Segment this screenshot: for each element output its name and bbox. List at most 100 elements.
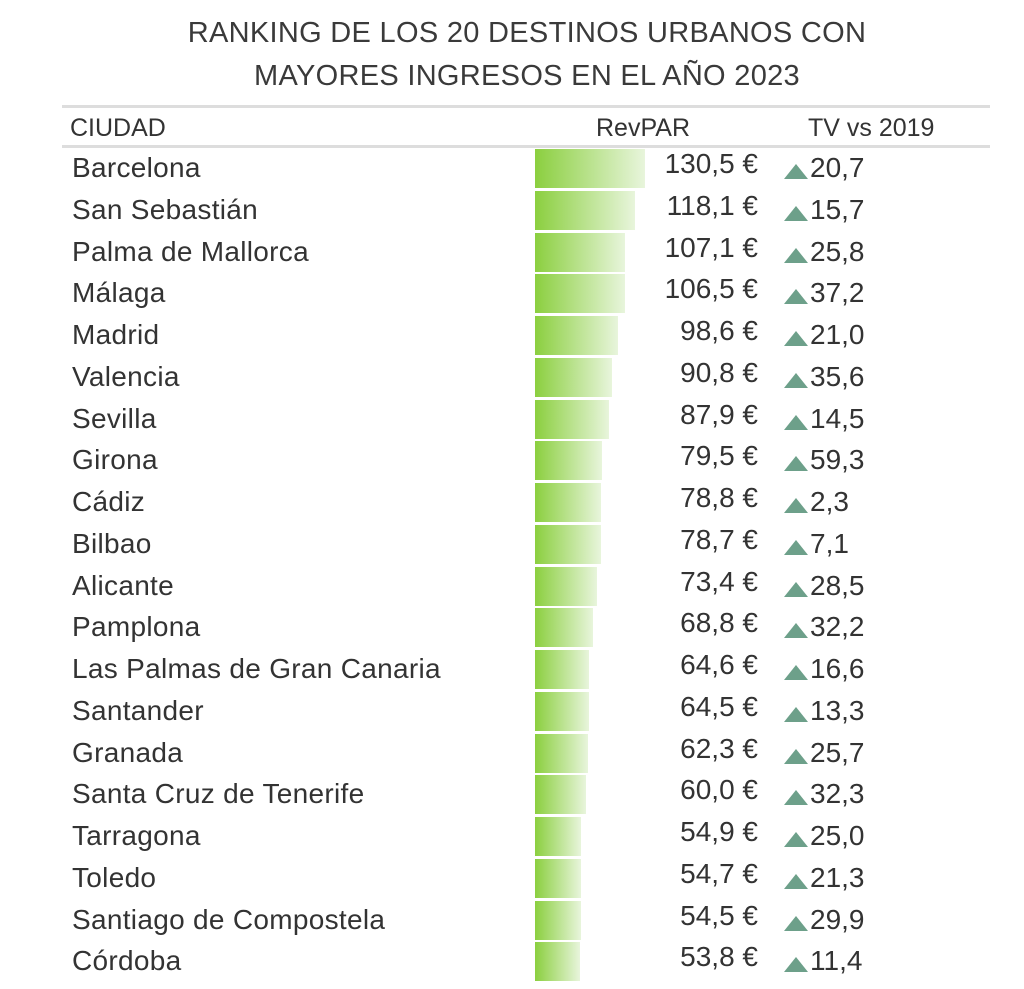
city-name: Las Palmas de Gran Canaria	[72, 653, 441, 684]
revpar-value: 78,7 €	[680, 523, 758, 555]
ranking-table: Barcelona 130,5 € 20,7 San Sebastián 118…	[0, 148, 1024, 983]
up-triangle-icon	[784, 623, 808, 639]
header-top-divider	[62, 105, 990, 108]
revpar-bar	[535, 232, 626, 272]
up-triangle-icon	[784, 247, 808, 263]
tv-value: 32,3	[810, 778, 865, 810]
revpar-bar	[535, 149, 645, 188]
revpar-bar	[535, 274, 625, 314]
city-name: San Sebastián	[72, 193, 259, 225]
revpar-bar	[535, 608, 593, 648]
city-name: Cádiz	[72, 486, 146, 517]
up-triangle-icon	[784, 205, 808, 221]
tv-value: 13,3	[810, 694, 865, 726]
header-city: CIUDAD	[70, 114, 166, 142]
up-triangle-icon	[784, 790, 808, 806]
revpar-bar	[535, 858, 582, 898]
header-revpar: RevPAR	[596, 114, 691, 142]
table-row: Pamplona 68,8 € 32,2	[0, 607, 1024, 649]
table-row: Madrid 98,6 € 21,0	[0, 315, 1024, 357]
table-row: Sevilla 87,9 € 14,5	[0, 399, 1024, 441]
revpar-value: 60,0 €	[680, 774, 758, 806]
revpar-value: 54,5 €	[680, 899, 758, 931]
revpar-bar	[535, 190, 635, 230]
header-bottom-divider	[62, 145, 990, 148]
table-row: Santiago de Compostela 54,5 € 29,9	[0, 900, 1024, 942]
table-row: Girona 79,5 € 59,3	[0, 440, 1024, 482]
city-name: Pamplona	[72, 611, 201, 643]
tv-value: 29,9	[810, 903, 865, 935]
title-line-1: RANKING DE LOS 20 DESTINOS URBANOS CON	[187, 17, 867, 49]
city-name: Santander	[72, 694, 204, 726]
revpar-bar	[535, 399, 610, 439]
revpar-value: 107,1 €	[664, 231, 758, 263]
up-triangle-icon	[784, 289, 808, 305]
header-tv: TV vs 2019	[808, 114, 935, 142]
revpar-value: 54,9 €	[680, 816, 758, 847]
tv-value: 21,3	[810, 861, 865, 893]
table-row: Tarragona 54,9 € 25,0	[0, 816, 1024, 858]
tv-value: 28,5	[810, 569, 865, 601]
up-triangle-icon	[784, 706, 808, 722]
table-row: Toledo 54,7 € 21,3	[0, 858, 1024, 900]
tv-value: 7,1	[810, 527, 849, 559]
city-name: Sevilla	[72, 402, 157, 434]
revpar-value: 130,5 €	[664, 148, 758, 179]
tv-value: 11,4	[810, 945, 863, 977]
revpar-value: 54,7 €	[680, 857, 758, 889]
revpar-value: 118,1 €	[666, 189, 758, 221]
tv-value: 37,2	[810, 277, 865, 309]
revpar-value: 64,6 €	[680, 649, 758, 680]
revpar-bar	[535, 441, 602, 481]
up-triangle-icon	[784, 832, 808, 847]
city-name: Granada	[72, 736, 184, 768]
tv-value: 2,3	[810, 486, 849, 517]
revpar-bar	[535, 524, 602, 564]
revpar-bar	[535, 775, 586, 815]
up-triangle-icon	[784, 164, 808, 179]
tv-value: 35,6	[810, 360, 865, 392]
table-row: Granada 62,3 € 25,7	[0, 733, 1024, 775]
revpar-value: 98,6 €	[680, 315, 758, 346]
revpar-value: 78,8 €	[680, 482, 758, 513]
revpar-bar	[535, 942, 581, 982]
table-row: Málaga 106,5 € 37,2	[0, 273, 1024, 315]
up-triangle-icon	[784, 957, 808, 973]
revpar-bar	[535, 817, 582, 856]
revpar-bar	[535, 691, 590, 731]
tv-value: 20,7	[810, 152, 865, 183]
table-row: San Sebastián 118,1 € 15,7	[0, 190, 1024, 232]
city-name: Tarragona	[72, 820, 201, 851]
table-row: Bilbao 78,7 € 7,1	[0, 524, 1024, 566]
revpar-value: 62,3 €	[680, 732, 758, 764]
up-triangle-icon	[784, 915, 808, 931]
revpar-value: 106,5 €	[664, 273, 758, 305]
table-row: Alicante 73,4 € 28,5	[0, 566, 1024, 608]
up-triangle-icon	[784, 748, 808, 764]
city-name: Alicante	[72, 569, 175, 601]
up-triangle-icon	[784, 539, 808, 555]
city-name: Santiago de Compostela	[72, 903, 386, 935]
up-triangle-icon	[784, 372, 808, 388]
revpar-value: 68,8 €	[680, 607, 758, 639]
table-row: Córdoba 53,8 € 11,4	[0, 941, 1024, 983]
tv-value: 25,7	[810, 736, 865, 768]
revpar-bar	[535, 357, 612, 397]
city-name: Bilbao	[72, 527, 152, 559]
table-row: Las Palmas de Gran Canaria 64,6 € 16,6	[0, 649, 1024, 691]
revpar-value: 53,8 €	[680, 941, 758, 973]
up-triangle-icon	[784, 331, 808, 346]
city-name: Valencia	[72, 360, 180, 392]
revpar-value: 79,5 €	[680, 440, 758, 472]
revpar-value: 64,5 €	[680, 690, 758, 722]
table-row: Barcelona 130,5 € 20,7	[0, 148, 1024, 190]
table-row: Valencia 90,8 € 35,6	[0, 357, 1024, 399]
city-name: Madrid	[72, 319, 160, 350]
tv-value: 32,2	[810, 611, 865, 643]
city-name: Girona	[72, 444, 158, 476]
revpar-bar	[535, 483, 602, 522]
title-line-2: MAYORES INGRESOS EN EL AÑO 2023	[254, 60, 800, 92]
revpar-value: 87,9 €	[680, 398, 758, 430]
tv-value: 14,5	[810, 402, 865, 434]
revpar-value: 90,8 €	[680, 356, 758, 388]
